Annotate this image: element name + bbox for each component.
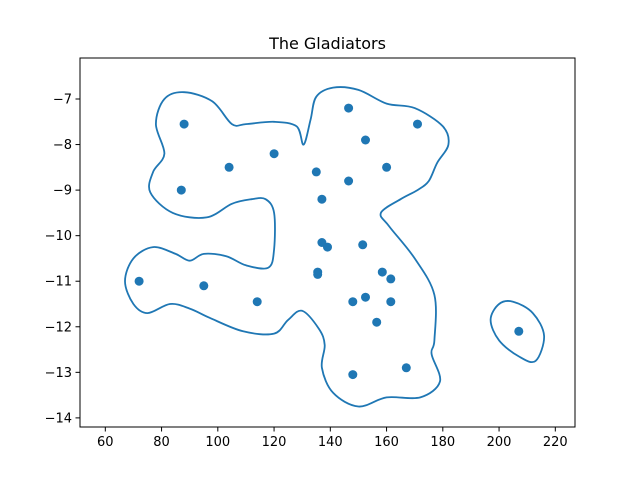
data-point-13	[382, 162, 392, 172]
x-tick-label: 100	[205, 435, 230, 450]
data-point-4	[176, 185, 186, 195]
y-axis: −7 −8 −9 −10 −11 −12 −13 −14	[45, 93, 80, 426]
data-point-23	[361, 292, 370, 302]
density-contour-1	[124, 86, 450, 408]
data-point-14	[413, 119, 422, 129]
data-point-2	[224, 162, 234, 172]
y-tick-label: −11	[45, 275, 72, 290]
y-tick-label: −14	[45, 411, 72, 426]
y-tick-label: −12	[45, 320, 72, 335]
data-point-27	[401, 363, 411, 373]
data-point-26	[348, 370, 358, 380]
x-axis: 60 80 100 120 140 160 180 200 220	[97, 427, 568, 450]
x-tick-label: 80	[153, 435, 170, 450]
data-point-20	[377, 267, 387, 277]
data-point-8	[311, 167, 321, 177]
data-point-16	[323, 242, 332, 252]
y-tick-label: −13	[45, 366, 72, 381]
data-point-22	[348, 297, 358, 307]
data-point-5	[134, 276, 144, 286]
y-tick-label: −7	[53, 93, 72, 108]
y-tick-label: −8	[53, 138, 72, 153]
data-point-28	[514, 326, 524, 336]
data-point-9	[317, 194, 327, 204]
data-point-24	[386, 297, 396, 307]
x-tick-label: 160	[374, 435, 399, 450]
data-point-7	[252, 297, 262, 307]
x-tick-label: 60	[97, 435, 114, 450]
data-point-11	[344, 176, 354, 186]
data-point-10	[344, 103, 354, 113]
density-contour-2	[489, 300, 546, 364]
data-point-6	[199, 281, 209, 291]
y-tick-label: −9	[53, 184, 72, 199]
x-tick-label: 120	[262, 435, 287, 450]
chart-title: The Gladiators	[268, 34, 386, 53]
y-tick-label: −10	[45, 229, 72, 244]
contour-layer	[124, 86, 546, 408]
x-tick-label: 220	[543, 435, 568, 450]
x-tick-label: 200	[487, 435, 512, 450]
data-point-25	[372, 317, 382, 327]
plot-frame	[79, 57, 576, 428]
x-tick-label: 140	[318, 435, 343, 450]
point-layer	[134, 103, 524, 380]
data-point-19	[313, 269, 323, 279]
data-point-17	[358, 240, 368, 250]
data-point-3	[269, 149, 279, 159]
data-point-21	[386, 274, 396, 284]
data-point-12	[361, 135, 370, 145]
x-tick-label: 180	[430, 435, 455, 450]
data-point-1	[179, 119, 189, 129]
